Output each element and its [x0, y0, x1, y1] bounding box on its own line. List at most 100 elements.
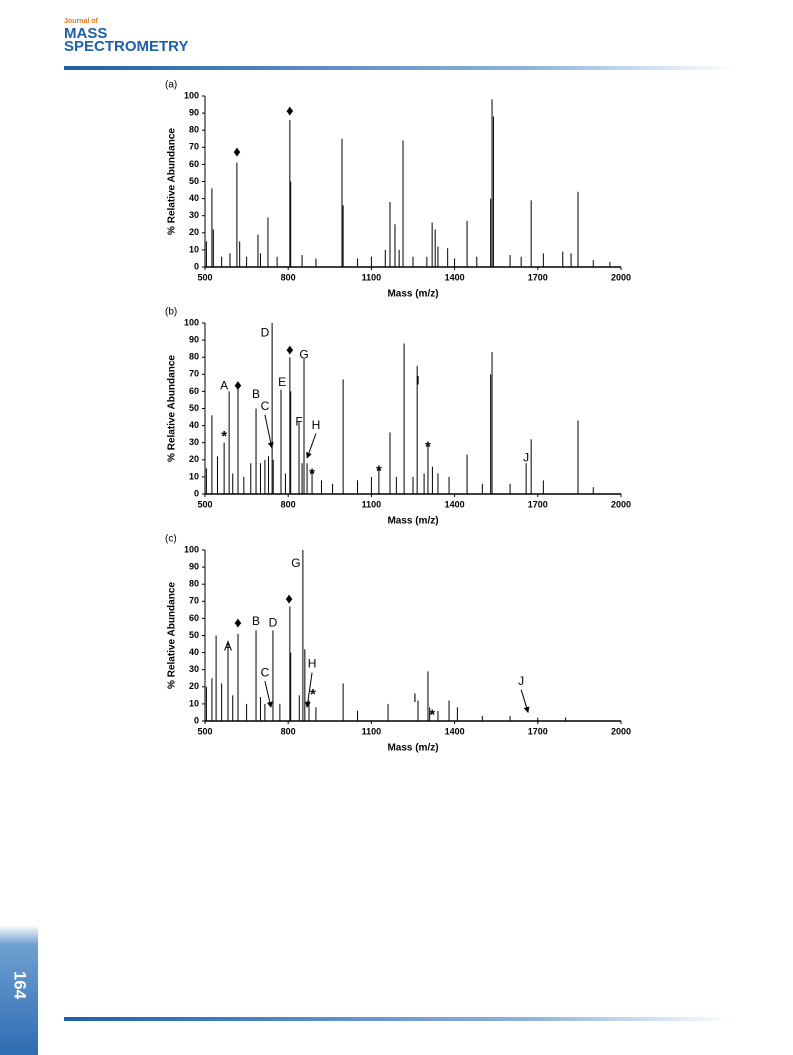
y-tick-label: 10 — [189, 471, 199, 481]
x-tick-label: 2000 — [611, 726, 631, 736]
x-tick-label: 800 — [281, 726, 296, 736]
annotation: C — [261, 399, 270, 413]
annotation: * — [310, 686, 316, 703]
y-tick-label: 40 — [189, 647, 199, 657]
annotation: B — [252, 614, 260, 628]
x-tick-label: 1700 — [528, 499, 548, 509]
y-tick-label: 100 — [184, 317, 199, 327]
y-tick-label: 100 — [184, 90, 199, 100]
annotation: * — [429, 706, 435, 723]
annotation: I — [413, 691, 416, 705]
y-tick-label: 70 — [189, 596, 199, 606]
annotation: ♦ — [286, 102, 294, 119]
x-tick-label: 800 — [281, 272, 296, 282]
y-axis-label: % Relative Abundance — [167, 355, 178, 462]
journal-title-2: SPECTROMETRY — [64, 38, 188, 55]
panel-label: (b) — [165, 307, 177, 318]
y-tick-label: 100 — [184, 544, 199, 554]
y-tick-label: 30 — [189, 437, 199, 447]
annotation: ♦ — [285, 591, 293, 608]
y-tick-label: 30 — [189, 664, 199, 674]
page-number: 164 — [11, 971, 30, 1000]
y-tick-label: 0 — [194, 715, 199, 725]
y-axis-label: % Relative Abundance — [167, 582, 178, 689]
x-tick-label: 1100 — [362, 499, 382, 509]
y-tick-label: 30 — [189, 210, 199, 220]
x-tick-label: 500 — [197, 499, 212, 509]
x-tick-label: 1400 — [445, 272, 465, 282]
y-tick-label: 50 — [189, 630, 199, 640]
y-tick-label: 10 — [189, 698, 199, 708]
y-tick-label: 0 — [194, 261, 199, 271]
y-tick-label: 40 — [189, 193, 199, 203]
annotation: B — [252, 387, 260, 401]
annotation: D — [261, 325, 270, 339]
annotation-arrow — [304, 672, 313, 708]
annotation-arrow — [520, 689, 530, 714]
page-tab — [0, 925, 38, 1055]
x-tick-label: 1100 — [362, 726, 382, 736]
x-tick-label: 1700 — [528, 726, 548, 736]
annotation: A — [224, 640, 232, 654]
y-tick-label: 60 — [189, 386, 199, 396]
annotation: * — [376, 462, 382, 479]
y-tick-label: 70 — [189, 369, 199, 379]
annotation: J — [523, 450, 529, 464]
x-tick-label: 2000 — [611, 272, 631, 282]
annotation: * — [221, 428, 227, 445]
x-tick-label: 800 — [281, 499, 296, 509]
annotation: ♦ — [234, 614, 242, 631]
journal-of: Journal of — [64, 18, 99, 25]
annotation: * — [309, 466, 315, 483]
y-tick-label: 50 — [189, 403, 199, 413]
annotation: E — [278, 375, 286, 389]
panel-label: (c) — [165, 534, 177, 545]
annotation: I — [416, 373, 419, 387]
annotation-arrow — [264, 414, 274, 449]
annotation-arrow — [264, 681, 273, 708]
annotation: C — [261, 665, 270, 679]
annotation: ♦ — [286, 341, 294, 358]
annotation: J — [518, 674, 524, 688]
y-tick-label: 90 — [189, 107, 199, 117]
x-tick-label: 1400 — [445, 499, 465, 509]
annotation: F — [295, 414, 302, 428]
x-axis-label: Mass (m/z) — [387, 516, 438, 527]
x-axis-label: Mass (m/z) — [387, 289, 438, 300]
x-tick-label: 1400 — [445, 726, 465, 736]
x-tick-label: 1100 — [362, 272, 382, 282]
y-tick-label: 20 — [189, 227, 199, 237]
annotation: ♦ — [233, 143, 241, 160]
y-tick-label: 50 — [189, 176, 199, 186]
y-tick-label: 80 — [189, 579, 199, 589]
x-tick-label: 500 — [197, 726, 212, 736]
annotation: * — [425, 438, 431, 455]
y-tick-label: 10 — [189, 244, 199, 254]
annotation: H — [308, 657, 317, 671]
y-tick-label: 40 — [189, 420, 199, 430]
x-tick-label: 1700 — [528, 272, 548, 282]
footer-rule — [64, 1017, 734, 1021]
y-tick-label: 20 — [189, 454, 199, 464]
y-tick-label: 90 — [189, 561, 199, 571]
annotation: A — [220, 378, 228, 392]
x-tick-label: 2000 — [611, 499, 631, 509]
annotation: G — [291, 556, 300, 570]
x-tick-label: 500 — [197, 272, 212, 282]
y-tick-label: 80 — [189, 125, 199, 135]
x-axis-label: Mass (m/z) — [387, 743, 438, 754]
journal-title-1: MASS — [64, 25, 107, 42]
y-tick-label: 70 — [189, 142, 199, 152]
annotation: ♦ — [234, 377, 242, 394]
annotation: D — [269, 616, 278, 630]
annotation: G — [299, 348, 308, 362]
annotation-arrow — [306, 433, 317, 459]
header-rule — [64, 66, 734, 70]
y-tick-label: 90 — [189, 334, 199, 344]
panel-label: (a) — [165, 80, 177, 91]
y-axis-label: % Relative Abundance — [167, 128, 178, 235]
y-tick-label: 60 — [189, 159, 199, 169]
annotation: H — [312, 418, 321, 432]
y-tick-label: 80 — [189, 352, 199, 362]
